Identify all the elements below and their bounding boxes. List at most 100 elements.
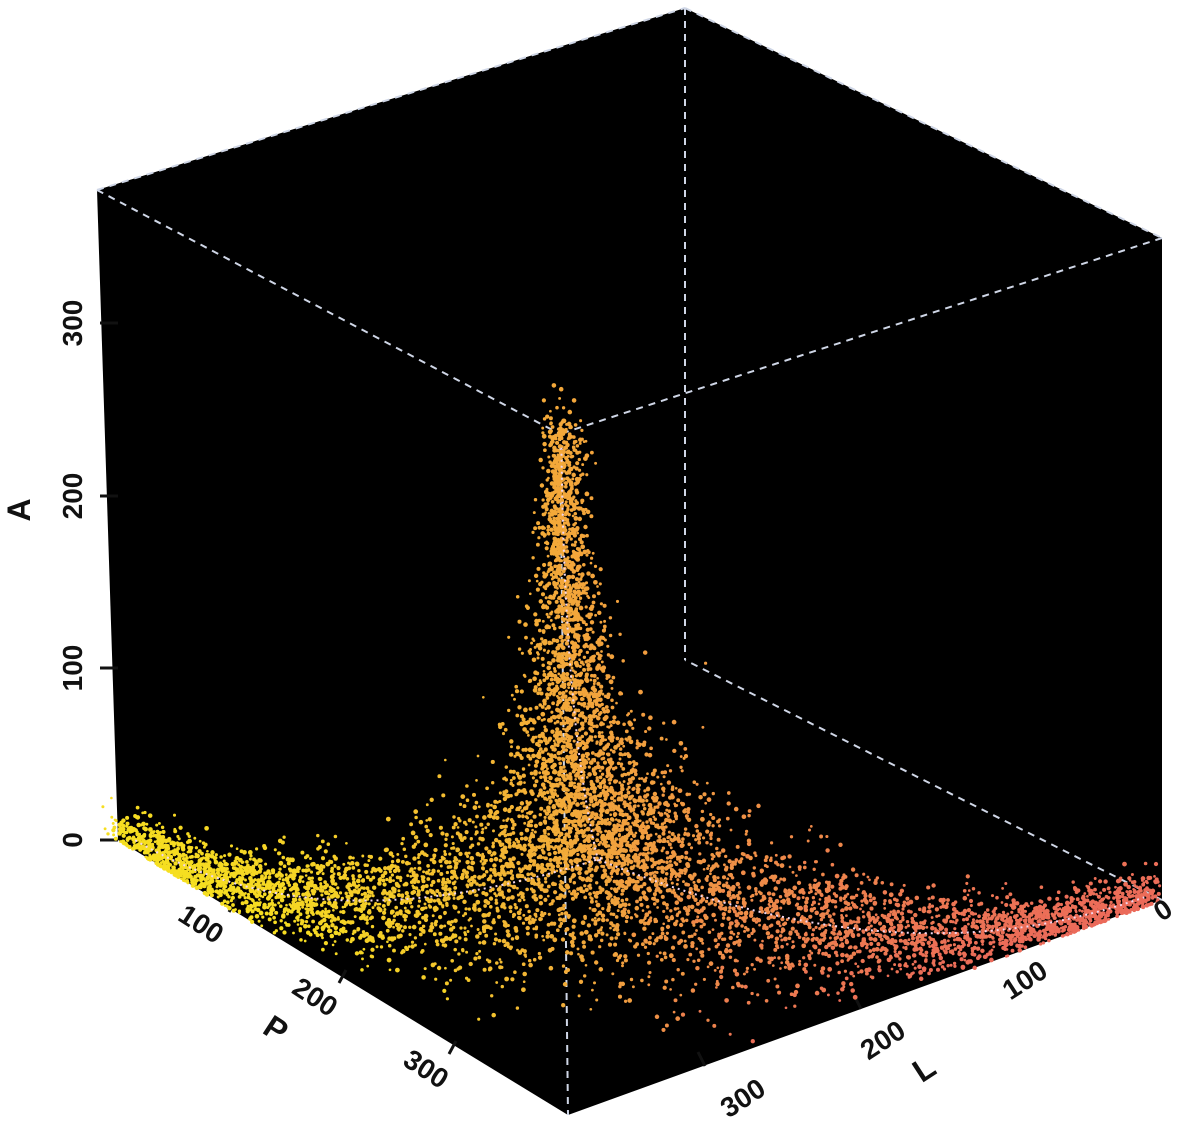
scatter-point	[589, 496, 594, 501]
scatter-point	[602, 760, 608, 765]
scatter-point	[563, 563, 567, 567]
scatter-point	[584, 636, 590, 642]
scatter-point	[395, 858, 401, 863]
scatter-point	[566, 504, 570, 509]
scatter-point	[552, 472, 557, 477]
scatter-point	[586, 706, 590, 710]
scatter-point	[587, 806, 591, 810]
scatter-point	[489, 803, 493, 807]
scatter-point	[277, 901, 281, 905]
scatter-point	[487, 876, 492, 881]
scatter-point	[596, 764, 601, 770]
scatter-point	[532, 957, 537, 962]
scatter-point	[548, 902, 552, 906]
scatter-point	[408, 925, 412, 929]
scatter-point	[392, 868, 398, 874]
scatter-point	[548, 443, 552, 448]
scatter-point	[423, 942, 427, 946]
scatter-point	[694, 838, 698, 842]
scatter-point	[566, 742, 571, 747]
scatter-point	[558, 558, 562, 563]
scatter-point	[534, 925, 539, 929]
scatter-point	[476, 754, 480, 758]
scatter-point	[459, 875, 465, 881]
scatter-point	[550, 597, 554, 600]
scatter-point	[469, 855, 475, 861]
scatter-point	[200, 851, 204, 856]
scatter-point	[614, 915, 619, 919]
scatter-point	[444, 758, 447, 762]
scatter-point	[534, 759, 539, 763]
scatter-point	[562, 721, 567, 726]
scatter-point	[592, 786, 598, 791]
l-tick-300	[696, 1051, 707, 1067]
scatter-point	[578, 437, 583, 443]
scatter-point	[608, 777, 613, 782]
scatter-point	[664, 880, 668, 883]
scatter-point	[641, 712, 646, 717]
scatter-point	[416, 856, 420, 860]
scatter-point	[345, 877, 350, 881]
scatter-point	[599, 654, 603, 658]
scatter-point	[427, 817, 432, 822]
scatter-point	[595, 665, 601, 670]
scatter-point	[345, 894, 350, 899]
scatter-point	[255, 847, 259, 851]
scatter-point	[552, 626, 557, 631]
scatter-point	[482, 873, 487, 878]
scatter-point	[439, 924, 444, 929]
scatter-point	[553, 721, 557, 725]
scatter-point	[570, 758, 574, 762]
scatter-point	[557, 756, 562, 761]
scatter-point	[559, 861, 563, 865]
scatter-point	[546, 894, 550, 898]
scatter-point	[243, 896, 247, 900]
scatter-point	[297, 870, 300, 874]
scatter-point	[306, 868, 311, 872]
scatter-point	[640, 798, 645, 803]
scatter-point	[517, 814, 522, 819]
scatter-point	[566, 421, 572, 427]
scatter-point	[553, 433, 558, 439]
scatter-point	[432, 932, 437, 937]
scatter-point	[567, 826, 571, 830]
scatter-point	[438, 915, 443, 920]
scatter-point	[439, 864, 443, 868]
scatter-point	[311, 912, 315, 916]
scatter-point	[551, 817, 555, 821]
scatter-point	[566, 738, 572, 743]
scatter-point	[333, 834, 338, 839]
scatter-point	[434, 919, 439, 924]
scatter-point	[577, 537, 583, 542]
scatter-point	[551, 658, 556, 663]
scatter-point	[342, 862, 346, 866]
scatter-point	[415, 912, 420, 917]
scatter-point	[569, 566, 574, 571]
scatter-point	[540, 883, 544, 888]
scatter-point	[632, 760, 636, 764]
scatter-point	[497, 892, 502, 897]
scatter-point	[571, 530, 576, 535]
scatter-point	[610, 796, 614, 801]
scatter-point	[464, 830, 469, 835]
scatter-point	[390, 873, 394, 877]
scatter-point	[578, 616, 582, 620]
scatter-point	[559, 733, 563, 737]
scatter-point	[600, 765, 605, 770]
scatter-point	[590, 673, 594, 678]
scatter-point	[520, 809, 524, 813]
scatter-point	[593, 812, 599, 818]
scatter-point	[531, 556, 535, 560]
scatter-point	[572, 819, 577, 824]
scatter-point	[177, 867, 181, 872]
scatter-point	[325, 861, 331, 867]
scatter-point	[579, 801, 584, 805]
scatter-point	[644, 776, 648, 780]
scatter-point	[665, 856, 670, 860]
scatter-point	[538, 599, 544, 604]
scatter-point	[544, 880, 548, 884]
scatter-point	[575, 625, 581, 631]
scatter-point	[402, 847, 407, 852]
scatter-point	[552, 593, 557, 598]
scatter-point	[425, 819, 429, 822]
